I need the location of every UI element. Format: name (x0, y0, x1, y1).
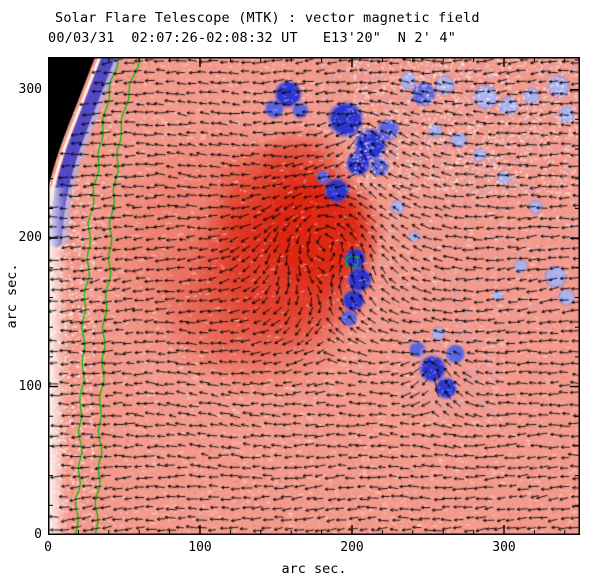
y-tick-label: 300 (18, 81, 42, 97)
x-tick-label: 300 (492, 540, 516, 555)
x-tick-label: 100 (188, 540, 212, 555)
y-tick-label: 200 (18, 230, 42, 246)
x-axis-label: arc sec. (281, 561, 347, 577)
y-tick-label: 0 (34, 527, 42, 542)
x-tick-label: 0 (44, 540, 52, 555)
x-tick-label: 200 (340, 540, 364, 555)
figure-title: Solar Flare Telescope (MTK) : vector mag… (55, 10, 480, 26)
figure-subtitle: 00/03/31 02:07:26-02:08:32 UT E13'20" N … (48, 30, 457, 46)
y-tick-label: 100 (18, 378, 42, 394)
magnetogram-canvas (48, 57, 580, 535)
y-axis-label: arc sec. (4, 263, 20, 329)
